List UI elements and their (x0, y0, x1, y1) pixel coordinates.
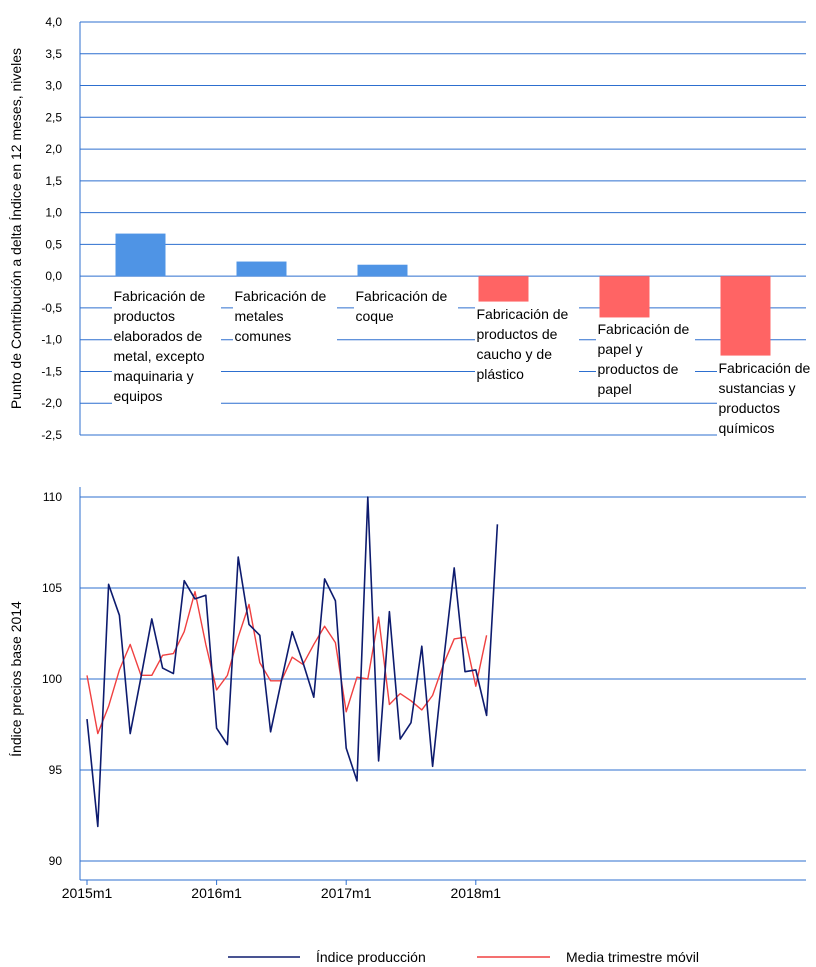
y-tick-label: -0,5 (41, 301, 62, 315)
category-label: Fabricación de coque (353, 286, 458, 327)
category-label: Fabricación de papel y productos de pape… (595, 319, 695, 400)
x-tick-label: 2018m1 (451, 885, 502, 901)
x-tick-label: 2015m1 (62, 885, 113, 901)
y-tick-label: 4,0 (45, 15, 62, 29)
category-label: Fabricación de productos elaborados de m… (111, 286, 221, 407)
y-tick-label: 95 (49, 763, 63, 777)
series-line-indice-produccion (86, 496, 499, 828)
x-tick-label: 2017m1 (321, 885, 372, 901)
y-tick-label: 3,0 (45, 79, 62, 93)
y-tick-label: 110 (43, 490, 62, 504)
y-tick-label: -1,5 (41, 364, 62, 378)
y-tick-label: 0,0 (45, 269, 62, 283)
bar (599, 276, 650, 318)
y-tick-label: 100 (42, 672, 62, 686)
category-label: Fabricación de metales comunes (232, 286, 337, 347)
series-line-media-trimestre-movil (86, 590, 488, 735)
category-label: Fabricación de productos de caucho y de … (474, 303, 579, 384)
bar (478, 276, 529, 302)
y-tick-label: 0,5 (45, 237, 62, 251)
y-axis-title: Punto de Contribución a delta Índice en … (8, 48, 24, 409)
x-tick-label: 2016m1 (191, 885, 242, 901)
y-tick-label: 2,0 (45, 142, 62, 156)
bar (357, 264, 408, 277)
bar (720, 276, 771, 356)
y-tick-label: 90 (49, 854, 63, 868)
y-tick-label: 3,5 (45, 47, 62, 61)
y-axis-title: Índice precios base 2014 (8, 601, 24, 757)
category-label: Fabricación de sustancias y productos qu… (716, 357, 816, 438)
y-tick-label: 1,5 (45, 174, 62, 188)
y-tick-label: 1,0 (45, 206, 62, 220)
y-tick-label: 105 (42, 581, 62, 595)
y-tick-label: -2,5 (41, 428, 62, 442)
bar (236, 261, 287, 277)
legend-label: Índice producción (316, 949, 426, 965)
y-tick-label: -1,0 (41, 333, 62, 347)
legend-label: Media trimestre móvil (566, 949, 699, 965)
y-tick-label: 2,5 (45, 110, 62, 124)
y-tick-label: -2,0 (41, 396, 62, 410)
bar (115, 233, 166, 277)
